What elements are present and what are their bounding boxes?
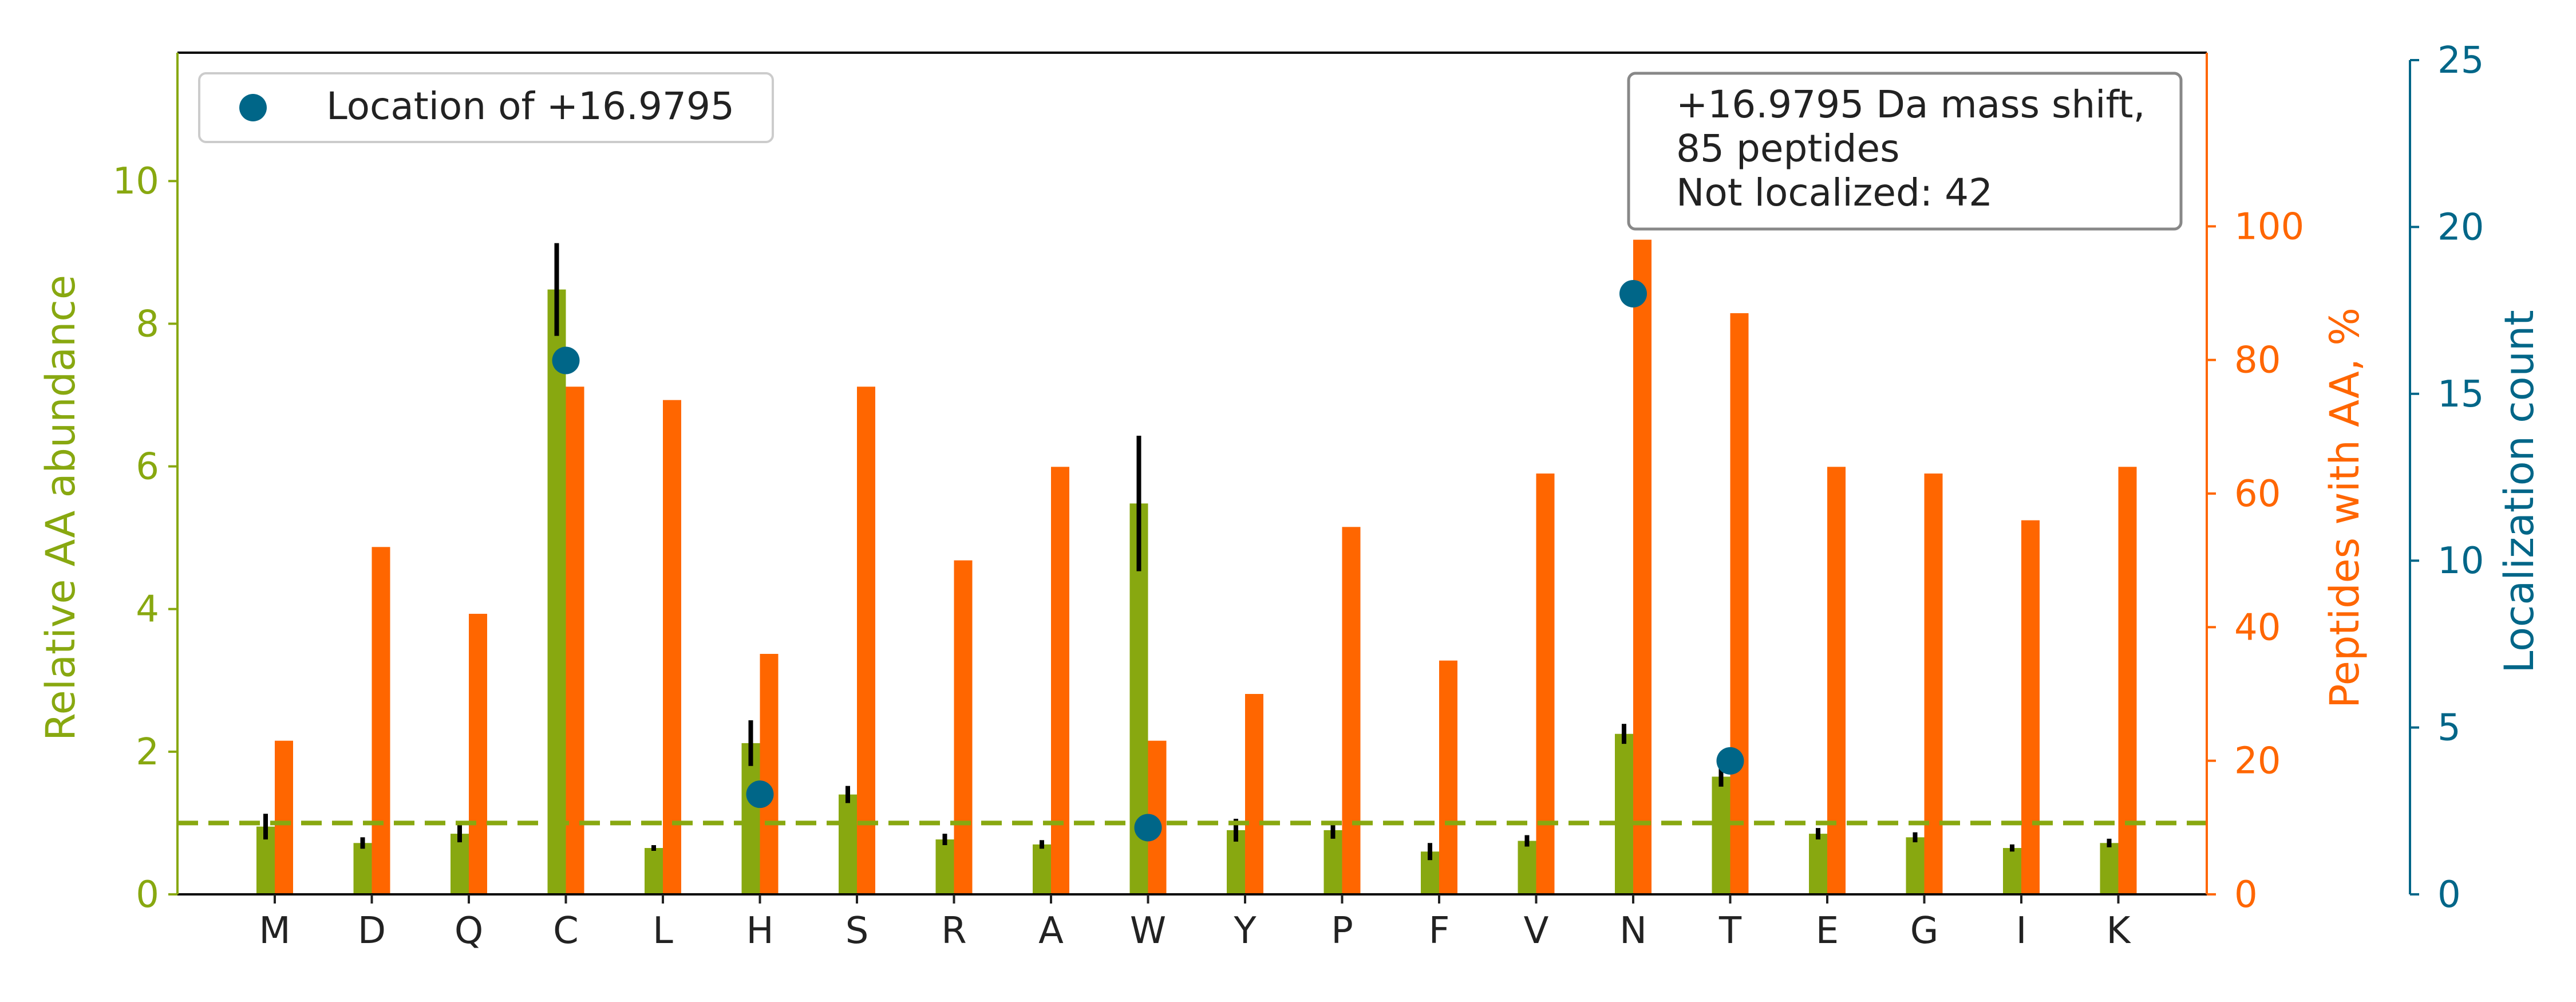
abundance-bar	[645, 848, 663, 894]
y-far-right-tick-label: 15	[2437, 373, 2484, 416]
x-tick-label: I	[2016, 910, 2027, 952]
x-tick-label: Y	[1233, 910, 1257, 952]
peptide-percent-bar	[760, 654, 779, 894]
peptide-percent-bar	[954, 560, 973, 894]
y-left-tick-label: 4	[136, 589, 159, 631]
x-tick-label: M	[259, 910, 290, 952]
abundance-bar	[353, 843, 372, 894]
peptide-percent-bar	[1051, 467, 1069, 894]
abundance-bar	[935, 839, 954, 894]
x-tick-label: P	[1331, 910, 1353, 952]
y-left-tick-label: 2	[136, 731, 159, 774]
abundance-bar	[2003, 848, 2021, 894]
annotation-box: +16.9795 Da mass shift, 85 peptides Not …	[1627, 72, 2183, 231]
abundance-bar	[1323, 830, 1342, 894]
y-right-tick-label: 0	[2234, 874, 2258, 916]
abundance-bar	[2100, 843, 2119, 894]
x-tick-label: C	[553, 910, 579, 952]
legend: Location of +16.9795	[198, 72, 774, 143]
y-left-tick-label: 0	[136, 874, 159, 916]
abundance-bar	[547, 289, 566, 894]
y-far-right-axis-title: Localization count	[2496, 310, 2543, 673]
y-far-right-tick-label: 0	[2437, 874, 2461, 916]
localization-point	[1619, 279, 1647, 307]
y-left-tick-label: 6	[136, 446, 159, 488]
y-right-axis-title: Peptides with AA, %	[2321, 307, 2368, 708]
abundance-bar	[1712, 776, 1730, 894]
y-right-tick-label: 80	[2234, 340, 2281, 382]
localization-points	[552, 279, 1744, 842]
x-tick-label: V	[1524, 910, 1549, 952]
legend-marker	[239, 94, 267, 121]
peptide-percent-bar	[566, 386, 584, 894]
legend-label: Location of +16.9795	[326, 84, 734, 128]
peptide-percent-bar	[1439, 660, 1457, 894]
abundance-bar	[1906, 837, 1925, 894]
y-left-tick-label: 10	[113, 160, 159, 203]
peptide-percent-bar	[1245, 694, 1263, 894]
abundance-bar	[839, 794, 857, 894]
annotation-line: Not localized: 42	[1676, 171, 1993, 215]
peptide-percent-bar	[372, 547, 390, 894]
x-tick-label: A	[1038, 910, 1064, 952]
x-tick-label: F	[1429, 910, 1450, 952]
y-far-right-tick-label: 5	[2437, 707, 2461, 749]
peptide-percent-bar	[1633, 239, 1652, 895]
localization-point	[1716, 747, 1744, 775]
peptide-percent-bar	[2118, 467, 2137, 894]
localization-point	[1134, 814, 1162, 842]
annotation-line: 85 peptides	[1676, 127, 1899, 171]
y-right-tick-label: 40	[2234, 606, 2281, 649]
peptide-percent-bar	[275, 740, 293, 894]
abundance-bar	[1615, 733, 1633, 894]
x-tick-label: N	[1619, 910, 1647, 952]
localization-point	[746, 780, 774, 808]
x-tick-label: R	[941, 910, 966, 952]
annotation-line: +16.9795 Da mass shift,	[1676, 82, 2145, 127]
x-tick-label: W	[1130, 910, 1166, 952]
peptide-percent-bar	[2021, 520, 2040, 894]
peptide-percent-bars	[275, 239, 2137, 895]
y-right-tick-label: 100	[2234, 206, 2304, 248]
peptide-percent-bar	[1924, 474, 1943, 894]
abundance-bar	[1033, 844, 1051, 894]
error-bars	[263, 243, 2112, 861]
x-tick-label: K	[2107, 910, 2132, 952]
y-right-tick-label: 20	[2234, 740, 2281, 783]
y-far-right-tick-label: 10	[2437, 540, 2484, 582]
x-tick-label: L	[653, 910, 673, 952]
abundance-bar	[1518, 841, 1536, 894]
peptide-percent-bar	[1342, 527, 1361, 894]
x-tick-label: H	[746, 910, 773, 952]
annotation-frame	[1627, 72, 2183, 231]
x-tick-label: T	[1718, 910, 1742, 952]
abundance-bar	[1809, 834, 1827, 894]
y-left-tick-label: 8	[136, 303, 159, 345]
x-tick-label: E	[1816, 910, 1839, 952]
peptide-percent-bar	[663, 400, 681, 894]
localization-point	[552, 346, 580, 374]
peptide-percent-bar	[469, 614, 487, 894]
peptide-percent-bar	[857, 386, 875, 894]
y-left-axis-title: Relative AA abundance	[37, 275, 84, 741]
peptide-percent-bar	[1827, 467, 1846, 894]
peptide-percent-bar	[1536, 474, 1555, 894]
peptide-percent-bar	[1730, 313, 1749, 894]
x-tick-label: G	[1910, 910, 1939, 952]
abundance-bar	[451, 834, 469, 894]
legend-box	[198, 72, 774, 143]
y-far-right-tick-label: 25	[2437, 40, 2484, 82]
x-tick-label: D	[358, 910, 386, 952]
abundance-bar	[741, 743, 760, 894]
y-far-right-tick-label: 20	[2437, 206, 2484, 248]
x-tick-label: Q	[455, 910, 483, 952]
x-tick-label: S	[846, 910, 869, 952]
y-right-tick-label: 60	[2234, 473, 2281, 515]
